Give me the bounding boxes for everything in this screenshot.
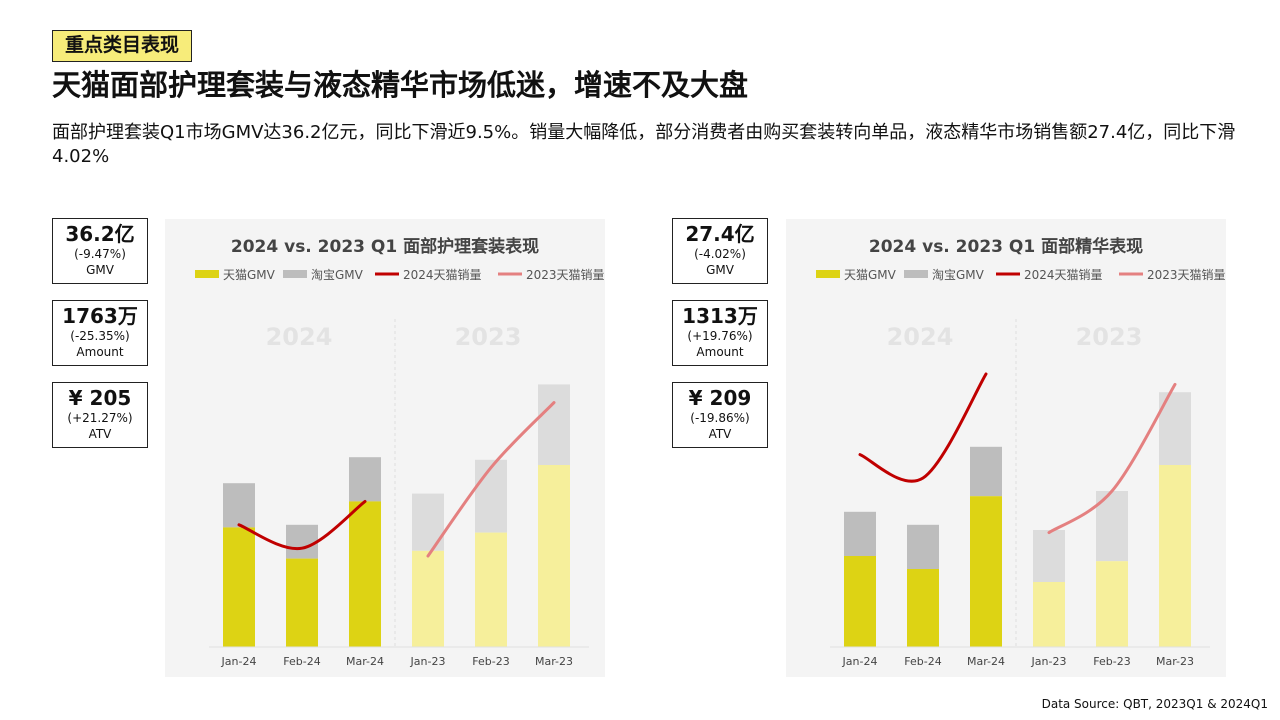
bar-tmall-jan-24 bbox=[223, 527, 255, 647]
x-tick-label: Feb-24 bbox=[904, 655, 941, 668]
kpi-card-atv-right: ¥ 209 (-19.86%) ATV bbox=[672, 382, 768, 448]
bar-tmall-jan-24 bbox=[844, 556, 876, 647]
legend-label: 天猫GMV bbox=[223, 268, 276, 282]
bar-taobao-feb-24 bbox=[286, 524, 318, 559]
kpi-label: ATV bbox=[88, 427, 112, 441]
kpi-change: (+21.27%) bbox=[67, 411, 133, 425]
legend-label: 淘宝GMV bbox=[311, 268, 364, 282]
legend-label: 2023天猫销量 bbox=[1147, 268, 1226, 282]
x-tick-label: Mar-24 bbox=[967, 655, 1005, 668]
chart-legend: 天猫GMV 淘宝GMV 2024天猫销量 2023天猫销量 bbox=[195, 268, 605, 282]
bar-tmall-mar-23 bbox=[538, 465, 570, 647]
group-label-2024: 2024 bbox=[266, 323, 333, 351]
bar-taobao-jan-23 bbox=[1033, 530, 1065, 582]
x-tick-label: Mar-23 bbox=[1156, 655, 1194, 668]
chart-legend: 天猫GMV 淘宝GMV 2024天猫销量 2023天猫销量 bbox=[816, 268, 1226, 282]
bar-tmall-mar-24 bbox=[349, 501, 381, 647]
kpi-change: (-25.35%) bbox=[70, 329, 130, 343]
kpi-change: (-4.02%) bbox=[694, 247, 746, 261]
kpi-value: ¥ 209 bbox=[688, 386, 752, 410]
kpi-card-gmv-left: 36.2亿 (-9.47%) GMV bbox=[52, 218, 148, 284]
kpi-change: (+19.76%) bbox=[687, 329, 753, 343]
bar-tmall-feb-24 bbox=[907, 569, 939, 647]
legend-label: 淘宝GMV bbox=[932, 268, 985, 282]
chart-panel-face-care-sets: 2024 vs. 2023 Q1 面部护理套装表现 天猫GMV 淘宝GMV 2024天… bbox=[165, 219, 605, 677]
kpi-label: GMV bbox=[86, 263, 114, 277]
kpi-card-atv-left: ¥ 205 (+21.27%) ATV bbox=[52, 382, 148, 448]
bar-tmall-feb-23 bbox=[1096, 561, 1128, 647]
kpi-card-amount-right: 1313万 (+19.76%) Amount bbox=[672, 300, 768, 366]
bar-tmall-mar-23 bbox=[1159, 465, 1191, 647]
x-tick-label: Feb-24 bbox=[283, 655, 320, 668]
bar-tmall-jan-23 bbox=[1033, 582, 1065, 647]
x-tick-label: Feb-23 bbox=[472, 655, 509, 668]
group-label-2023: 2023 bbox=[1076, 323, 1143, 351]
legend-swatch bbox=[904, 270, 928, 278]
bar-taobao-mar-24 bbox=[970, 446, 1002, 497]
legend-swatch bbox=[195, 270, 219, 278]
kpi-value: 1763万 bbox=[62, 304, 138, 328]
bar-taobao-jan-24 bbox=[844, 511, 876, 556]
x-tick-label: Jan-24 bbox=[842, 655, 878, 668]
legend-label: 2023天猫销量 bbox=[526, 268, 605, 282]
legend-label: 2024天猫销量 bbox=[1024, 268, 1103, 282]
legend-swatch bbox=[816, 270, 840, 278]
kpi-value: 1313万 bbox=[682, 304, 758, 328]
x-tick-label: Jan-23 bbox=[1031, 655, 1067, 668]
summary-paragraph: 面部护理套装Q1市场GMV达36.2亿元，同比下滑近9.5%。销量大幅降低，部分… bbox=[52, 122, 1236, 167]
kpi-card-gmv-right: 27.4亿 (-4.02%) GMV bbox=[672, 218, 768, 284]
line-2023-tmall-sales bbox=[426, 401, 556, 558]
bar-tmall-feb-24 bbox=[286, 558, 318, 647]
bar-tmall-mar-24 bbox=[970, 496, 1002, 647]
line-2024-tmall-sales bbox=[237, 499, 367, 551]
kpi-label: ATV bbox=[708, 427, 732, 441]
chart-panel-face-serum: 2024 vs. 2023 Q1 面部精华表现天猫GMV 淘宝GMV 2024天猫销… bbox=[786, 219, 1226, 677]
kpi-change: (-19.86%) bbox=[690, 411, 750, 425]
x-tick-label: Jan-24 bbox=[221, 655, 257, 668]
bar-tmall-feb-23 bbox=[475, 532, 507, 647]
x-tick-label: Mar-24 bbox=[346, 655, 384, 668]
bar-taobao-jan-24 bbox=[223, 483, 255, 528]
kpi-value: 36.2亿 bbox=[65, 222, 135, 246]
kpi-change: (-9.47%) bbox=[74, 247, 126, 261]
x-tick-label: Mar-23 bbox=[535, 655, 573, 668]
legend-label: 天猫GMV bbox=[844, 268, 897, 282]
bar-tmall-jan-23 bbox=[412, 550, 444, 647]
bar-taobao-mar-24 bbox=[349, 457, 381, 502]
bar-taobao-feb-23 bbox=[475, 459, 507, 533]
group-label-2023: 2023 bbox=[455, 323, 522, 351]
data-source-note: Data Source: QBT, 2023Q1 & 2024Q1 bbox=[1041, 697, 1268, 711]
kpi-value: ¥ 205 bbox=[68, 386, 132, 410]
bar-taobao-feb-24 bbox=[907, 524, 939, 569]
group-label-2024: 2024 bbox=[887, 323, 954, 351]
legend-swatch bbox=[283, 270, 307, 278]
kpi-label: Amount bbox=[76, 345, 124, 359]
kpi-card-amount-left: 1763万 (-25.35%) Amount bbox=[52, 300, 148, 366]
section-tag: 重点类目表现 bbox=[52, 30, 193, 62]
page-headline: 天猫面部护理套装与液态精华市场低迷，增速不及大盘 bbox=[52, 68, 749, 102]
line-2023-tmall-sales bbox=[1047, 382, 1177, 535]
legend-label: 2024天猫销量 bbox=[403, 268, 482, 282]
kpi-label: Amount bbox=[696, 345, 744, 359]
kpi-label: GMV bbox=[706, 263, 734, 277]
chart-title: 2024 vs. 2023 Q1 面部护理套装表现 bbox=[231, 236, 539, 257]
x-tick-label: Feb-23 bbox=[1093, 655, 1130, 668]
kpi-value: 27.4亿 bbox=[685, 222, 755, 246]
x-tick-label: Jan-23 bbox=[410, 655, 446, 668]
line-2024-tmall-sales bbox=[858, 372, 988, 483]
chart-title: 2024 vs. 2023 Q1 面部精华表现 bbox=[869, 236, 1143, 257]
bar-taobao-mar-23 bbox=[538, 384, 570, 465]
